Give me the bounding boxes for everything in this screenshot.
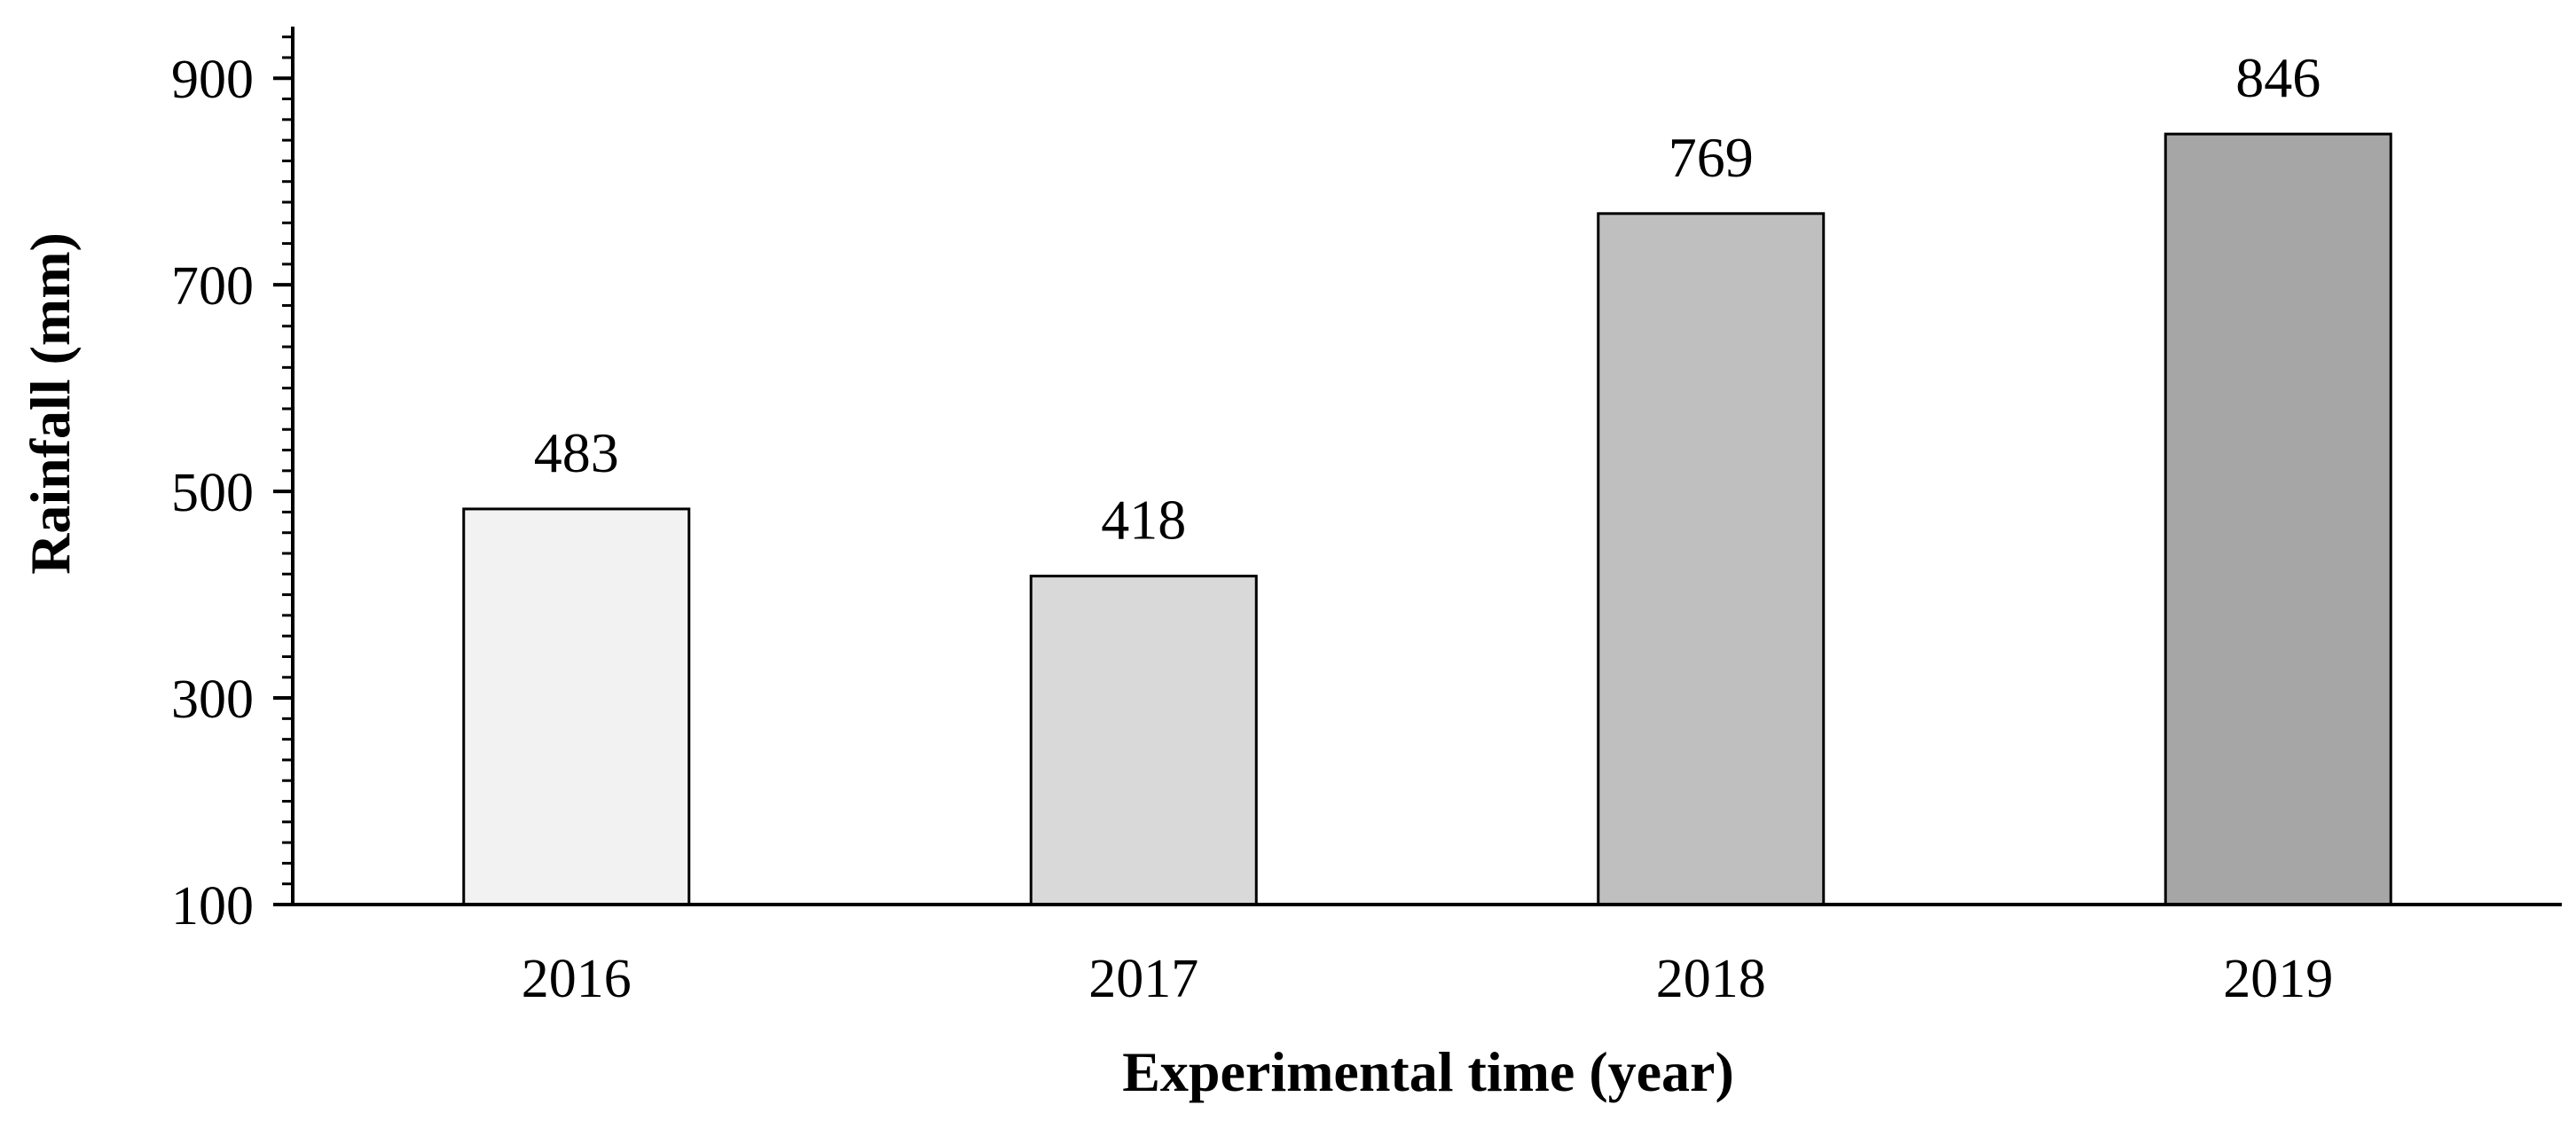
bar-2016 (462, 507, 691, 906)
y-tick-label: 700 (171, 256, 254, 317)
y-tick-label: 500 (171, 463, 254, 523)
data-label-2018: 769 (1669, 126, 1754, 189)
y-major-ticks (273, 76, 293, 906)
x-tick-label-2018: 2018 (1656, 949, 1766, 1009)
y-tick-label: 100 (171, 876, 254, 936)
data-label-2019: 846 (2235, 46, 2321, 109)
bar-2018 (1597, 212, 1826, 906)
x-tick-label-2019: 2019 (2223, 949, 2333, 1009)
bars-group (462, 132, 2392, 906)
data-label-2017: 418 (1101, 489, 1186, 552)
y-tick-labels-group: 100 300 500 700 900 (171, 50, 254, 936)
y-tick-label: 900 (171, 50, 254, 110)
data-label-2016: 483 (534, 421, 619, 484)
y-axis-title: Rainfall (mm) (19, 232, 82, 575)
data-labels-group: 483 418 769 846 (534, 46, 2321, 551)
x-tick-label-2017: 2017 (1088, 949, 1198, 1009)
bar-2019 (2164, 132, 2392, 906)
bar-2017 (1029, 575, 1258, 906)
x-tick-label-2016: 2016 (522, 949, 632, 1009)
y-tick-label: 300 (171, 670, 254, 730)
x-axis-title: Experimental time (year) (1122, 1040, 1734, 1103)
x-tick-labels-group: 2016 2017 2018 2019 (522, 949, 2334, 1009)
